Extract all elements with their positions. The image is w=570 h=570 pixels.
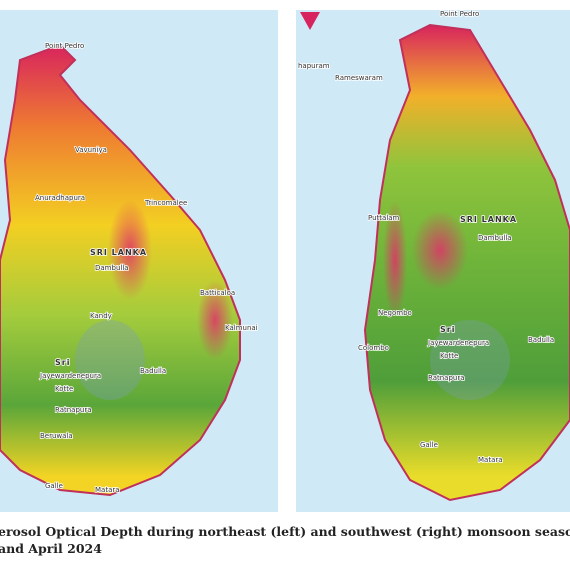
- place-label: Negombo: [378, 309, 412, 317]
- hotspot: [412, 210, 468, 290]
- hotspot: [197, 280, 233, 360]
- map-right: [296, 10, 570, 512]
- country-label: SRI LANKA: [90, 248, 147, 257]
- place-label: Beruwala: [40, 432, 73, 440]
- place-label: hapuram: [298, 62, 330, 70]
- place-label: Vavuniya: [75, 146, 107, 154]
- place-label: Jayewardenepura: [39, 372, 101, 380]
- place-label: Jayewardenepura: [427, 339, 489, 347]
- caption-line: erosol Optical Depth during northeast (l…: [0, 524, 570, 539]
- place-label: Sri: [440, 325, 455, 334]
- place-label: Kotte: [440, 352, 458, 360]
- place-label: Ratnapura: [55, 406, 92, 414]
- place-label: Rameswaram: [335, 74, 383, 82]
- caption-line: and April 2024: [0, 541, 102, 556]
- place-label: Ratnapura: [428, 374, 465, 382]
- place-label: Badulla: [140, 367, 166, 375]
- place-label: Galle: [45, 482, 63, 490]
- place-label: Sri: [55, 358, 70, 367]
- place-label: Matara: [95, 486, 120, 494]
- place-label: Point Pedro: [440, 10, 479, 18]
- place-label: Dambulla: [478, 234, 512, 242]
- place-label: Point Pedro: [45, 42, 84, 50]
- place-label: Matara: [478, 456, 503, 464]
- place-label: Badulla: [528, 336, 554, 344]
- place-label: Kotte: [55, 385, 73, 393]
- hotspot: [108, 200, 152, 300]
- place-label: Galle: [420, 441, 438, 449]
- country-label: SRI LANKA: [460, 215, 517, 224]
- place-label: Puttalam: [368, 214, 400, 222]
- highlands: [75, 320, 145, 400]
- hotspot: [383, 200, 407, 320]
- place-labels: Point Pedro Vavuniya Trincomalee Anuradh…: [34, 9, 555, 495]
- place-label: Kandy: [90, 312, 112, 320]
- coast-patch: [300, 12, 320, 30]
- highlands: [430, 320, 510, 400]
- map-left: [0, 10, 278, 512]
- place-label: Kalmunai: [225, 324, 258, 332]
- place-label: Trincomalee: [144, 199, 187, 207]
- place-label: Colombo: [358, 344, 389, 352]
- place-label: Batticaloa: [200, 289, 235, 297]
- island: [363, 23, 570, 502]
- place-label: Anuradhapura: [35, 194, 85, 202]
- place-label: Dambulla: [95, 264, 129, 272]
